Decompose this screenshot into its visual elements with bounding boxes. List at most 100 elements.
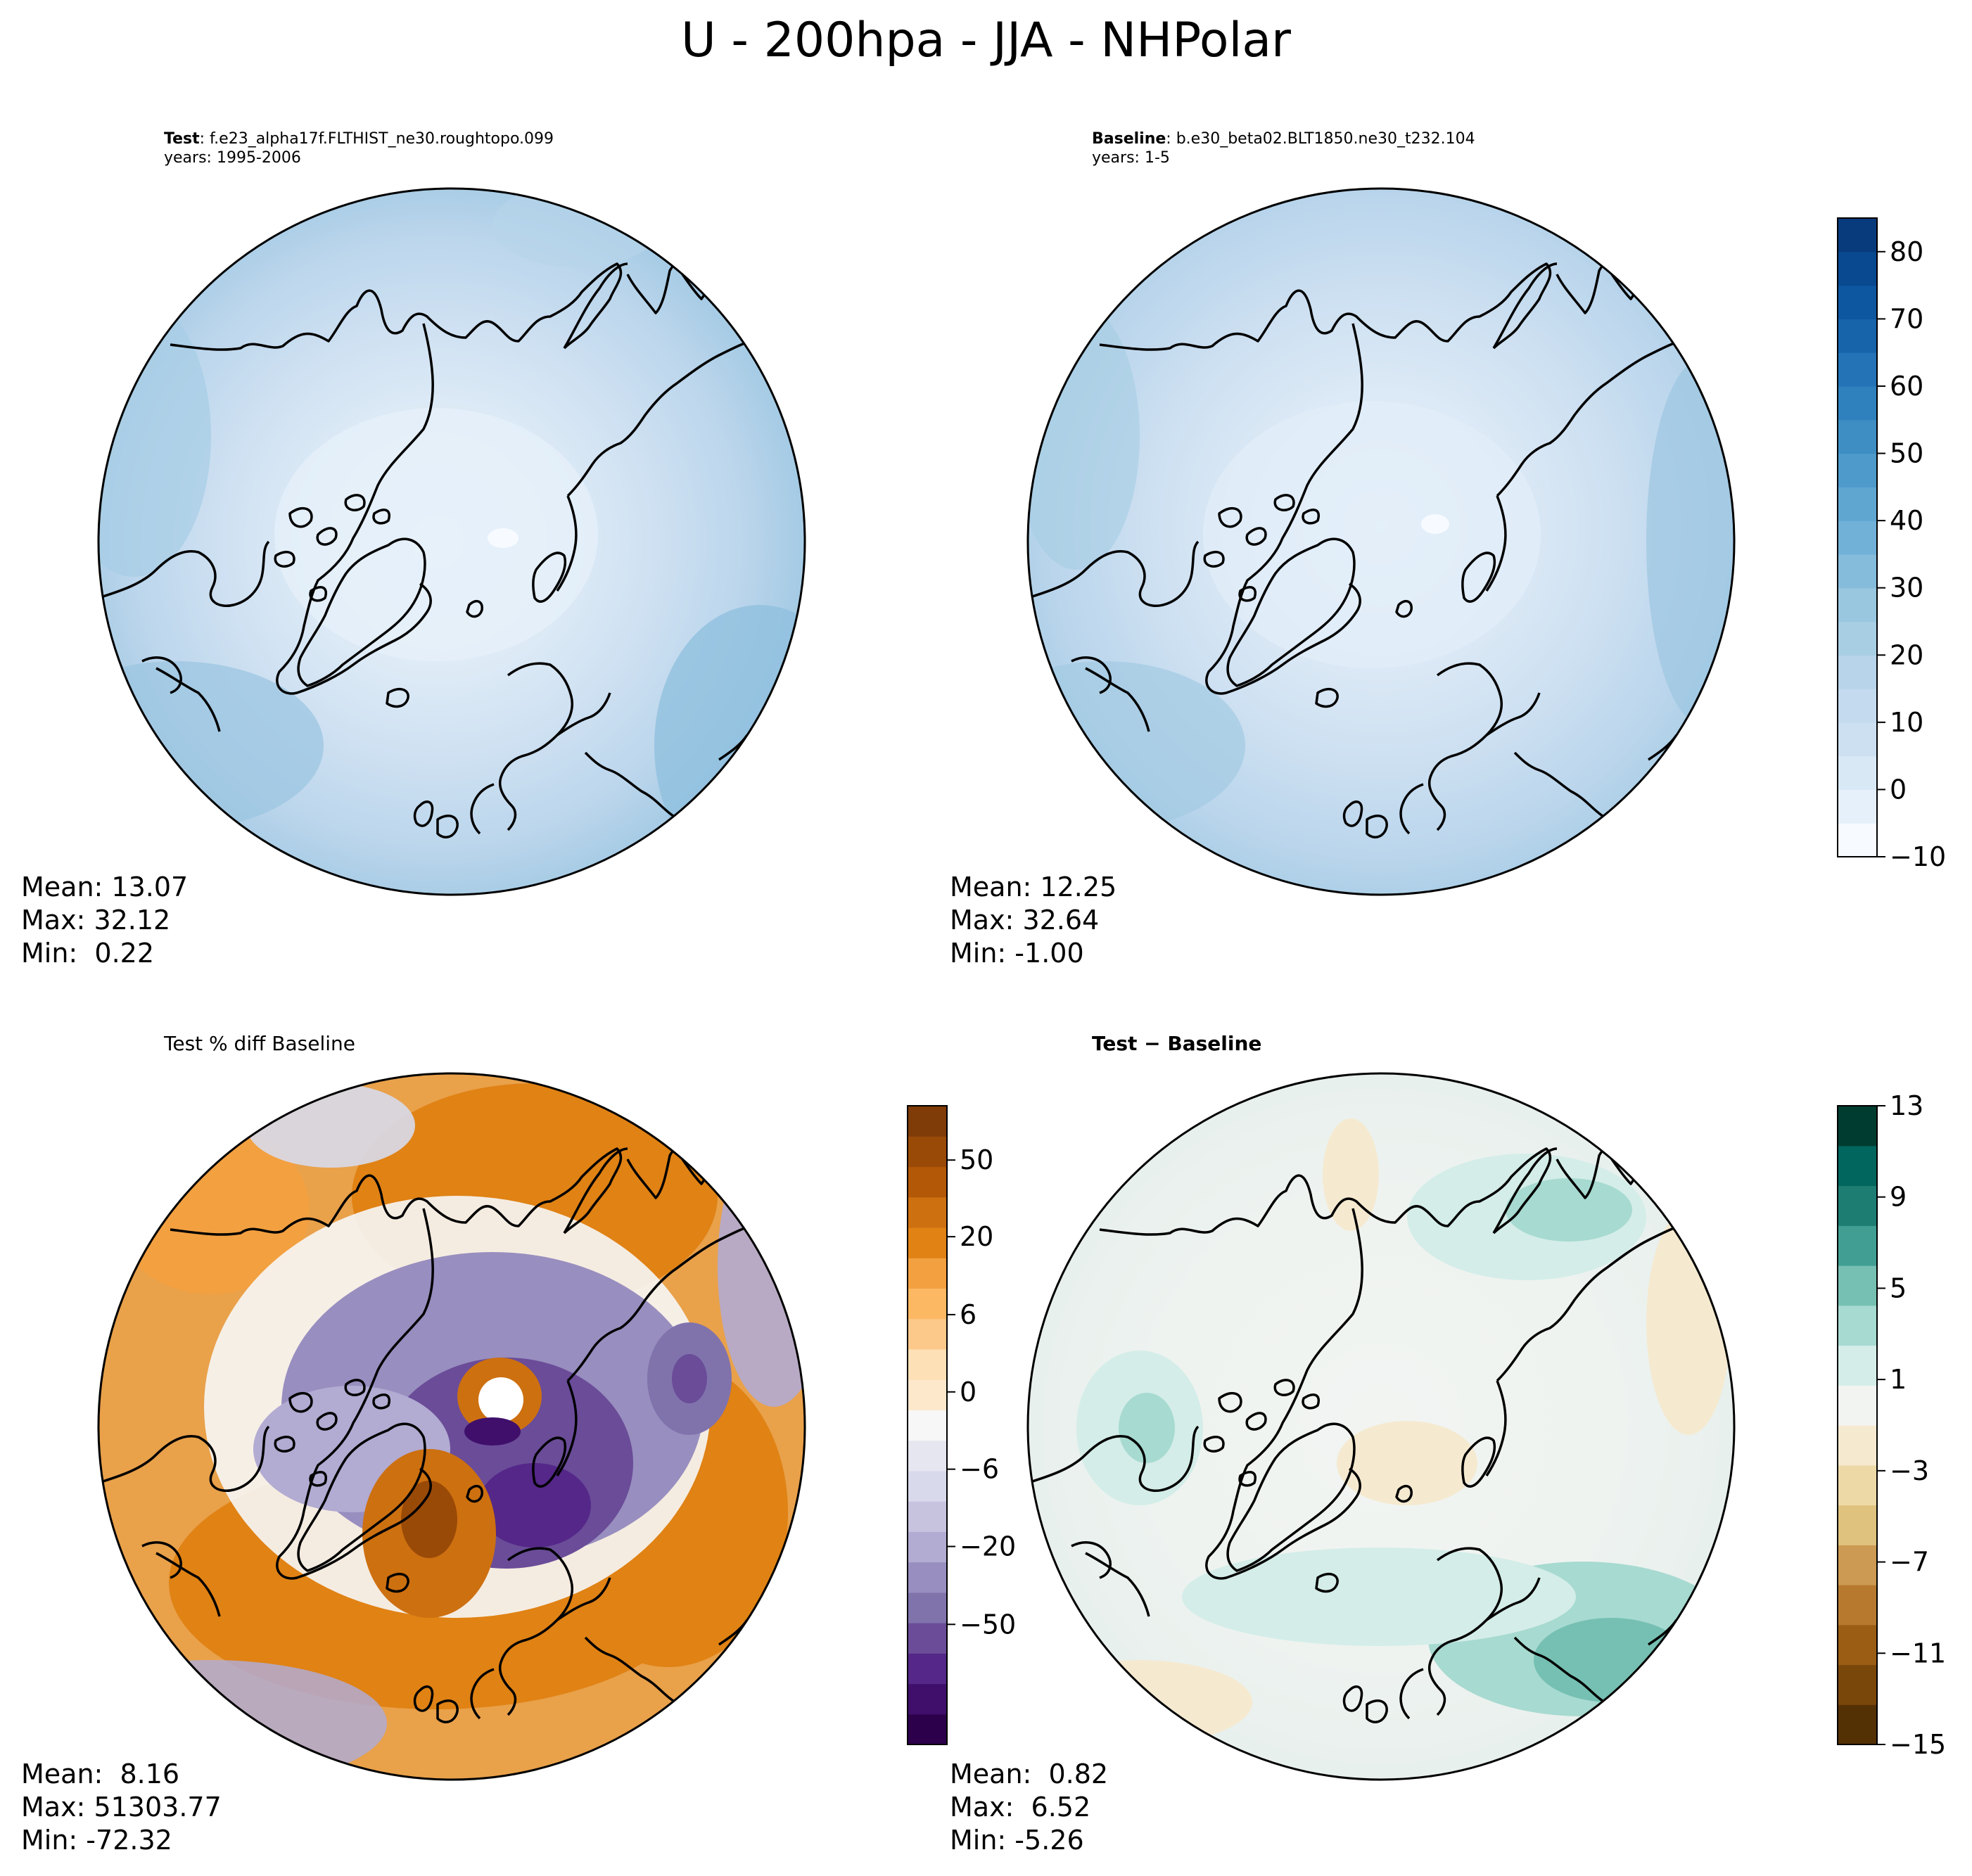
colorbar-pct-diff-swatch bbox=[908, 1562, 947, 1593]
colorbar-blues-swatch bbox=[1838, 722, 1877, 757]
baseline-min: Min: -1.00 bbox=[950, 938, 1084, 969]
colorbar-diff-swatch bbox=[1838, 1545, 1877, 1585]
colorbar-blues-swatch bbox=[1838, 487, 1877, 521]
pct-diff-title: Test % diff Baseline bbox=[164, 1032, 356, 1055]
colorbar-pct-diff-tick-label: −20 bbox=[960, 1531, 1016, 1562]
colorbar-blues-swatch bbox=[1838, 621, 1877, 656]
diff-title: Test − Baseline bbox=[1092, 1032, 1262, 1055]
diff-mean: Mean: 0.82 bbox=[950, 1759, 1109, 1789]
diff-stats: Mean: 0.82 Max: 6.52 Min: -5.26 bbox=[950, 1758, 1108, 1857]
colorbar-pct-diff-swatch bbox=[908, 1318, 947, 1350]
colorbar-diff-swatch bbox=[1838, 1225, 1877, 1266]
colorbar-diff-swatch bbox=[1838, 1265, 1877, 1306]
colorbar-blues-tick-label: 70 bbox=[1890, 303, 1923, 334]
colorbar-blues-swatch bbox=[1838, 655, 1877, 689]
colorbar-blues-swatch bbox=[1838, 755, 1877, 791]
colorbar-pct-diff-swatch bbox=[908, 1166, 947, 1198]
colorbar-pct-diff-tick-label: 6 bbox=[960, 1299, 977, 1330]
pct-diff-min: Min: -72.32 bbox=[21, 1825, 172, 1856]
test-max: Max: 32.12 bbox=[21, 905, 171, 936]
figure-title: U - 200hpa - JJA - NHPolar bbox=[681, 13, 1291, 68]
colorbar-diff-swatch bbox=[1838, 1145, 1877, 1187]
colorbar-pct-diff-swatch bbox=[908, 1258, 947, 1289]
colorbar-diff-tick-label: −11 bbox=[1890, 1638, 1946, 1668]
colorbar-blues-swatch bbox=[1838, 352, 1877, 387]
colorbar-blues-tick-label: 60 bbox=[1890, 371, 1923, 402]
colorbar-blues-swatch bbox=[1838, 521, 1877, 555]
pct-diff-map bbox=[97, 1072, 806, 1781]
colorbar-pct-diff-swatch bbox=[908, 1592, 947, 1623]
colorbar-pct-diff-swatch bbox=[908, 1227, 947, 1258]
colorbar-pct-diff: 50 20 6 0 −6 −20 −50 bbox=[907, 1105, 1016, 1745]
colorbar-blues-swatch bbox=[1838, 385, 1877, 421]
colorbar-blues-swatch bbox=[1838, 823, 1877, 857]
colorbar-blues-swatch bbox=[1838, 251, 1877, 286]
colorbar-diff-swatch bbox=[1838, 1465, 1877, 1506]
colorbar-blues-swatch bbox=[1838, 453, 1877, 487]
colorbar-pct-diff-swatch bbox=[908, 1440, 947, 1472]
colorbar-pct-diff-tick-label: 50 bbox=[960, 1144, 993, 1175]
colorbar-diff-swatch bbox=[1838, 1704, 1877, 1745]
colorbar-blues-tick-label: 10 bbox=[1890, 707, 1923, 738]
colorbar-blues-swatch bbox=[1838, 554, 1877, 589]
colorbar-blues-tick-label: 20 bbox=[1890, 639, 1923, 670]
colorbar-diff-tick-label: 13 bbox=[1890, 1090, 1923, 1121]
baseline-case-name: : b.e30_beta02.BLT1850.ne30_t232.104 bbox=[1166, 130, 1475, 148]
colorbar-pct-diff-swatch bbox=[908, 1379, 947, 1410]
test-map bbox=[97, 187, 806, 896]
colorbar-blues: 80 70 60 50 40 30 20 10 0 −10 bbox=[1837, 217, 1946, 872]
colorbar-pct-diff-swatch bbox=[908, 1136, 947, 1168]
colorbar-pct-diff-tick-label: 20 bbox=[960, 1221, 993, 1252]
colorbar-diff-swatch bbox=[1838, 1305, 1877, 1346]
test-panel-title: Test: f.e23_alpha17f.FLTHIST_ne30.rought… bbox=[164, 129, 554, 167]
colorbar-pct-diff-tick-label: 0 bbox=[960, 1377, 977, 1408]
pct-diff-max: Max: 51303.77 bbox=[21, 1792, 222, 1823]
baseline-years: years: 1-5 bbox=[1092, 149, 1170, 167]
pct-diff-stats: Mean: 8.16 Max: 51303.77 Min: -72.32 bbox=[21, 1758, 222, 1857]
test-mean: Mean: 13.07 bbox=[21, 872, 189, 902]
colorbar-diff-tick-label: 5 bbox=[1890, 1272, 1907, 1303]
colorbar-blues-tick-label: 40 bbox=[1890, 505, 1923, 536]
colorbar-diff-swatch bbox=[1838, 1385, 1877, 1426]
colorbar-blues-tick-label: 80 bbox=[1890, 236, 1923, 267]
test-label: Test bbox=[164, 130, 200, 148]
colorbar-pct-diff-swatch bbox=[908, 1501, 947, 1532]
pct-diff-mean: Mean: 8.16 bbox=[21, 1759, 180, 1789]
test-years: years: 1995-2006 bbox=[164, 149, 301, 167]
colorbar-pct-diff-frame bbox=[907, 1105, 948, 1745]
colorbar-pct-diff-swatch bbox=[908, 1531, 947, 1563]
colorbar-diff-swatch bbox=[1838, 1425, 1877, 1466]
baseline-stats: Mean: 12.25 Max: 32.64 Min: -1.00 bbox=[950, 871, 1117, 970]
colorbar-diff-swatch bbox=[1838, 1505, 1877, 1545]
diff-max: Max: 6.52 bbox=[950, 1792, 1091, 1823]
baseline-panel-title: Baseline: b.e30_beta02.BLT1850.ne30_t232… bbox=[1092, 129, 1475, 167]
colorbar-diff-tick-label: −15 bbox=[1890, 1729, 1946, 1760]
diff-map bbox=[1026, 1072, 1736, 1781]
colorbar-diff-swatch bbox=[1838, 1345, 1877, 1386]
colorbar-pct-diff-swatch bbox=[908, 1410, 947, 1441]
baseline-label: Baseline bbox=[1092, 130, 1166, 148]
colorbar-pct-diff-swatch bbox=[908, 1470, 947, 1502]
colorbar-blues-swatch bbox=[1838, 587, 1877, 623]
colorbar-blues-tick-label: 50 bbox=[1890, 438, 1923, 469]
test-stats: Mean: 13.07 Max: 32.12 Min: 0.22 bbox=[21, 871, 188, 970]
colorbar-diff-tick-label: 1 bbox=[1890, 1364, 1907, 1395]
colorbar-pct-diff-swatch bbox=[908, 1714, 947, 1745]
colorbar-pct-diff-swatch bbox=[908, 1653, 947, 1685]
colorbar-pct-diff-tick-label: −6 bbox=[960, 1454, 999, 1485]
colorbar-pct-diff-swatch bbox=[908, 1197, 947, 1228]
test-min: Min: 0.22 bbox=[21, 938, 154, 969]
colorbar-diff-swatch bbox=[1838, 1106, 1877, 1147]
colorbar-blues-swatch bbox=[1838, 789, 1877, 824]
colorbar-diff-swatch bbox=[1838, 1585, 1877, 1626]
colorbar-pct-diff-swatch bbox=[908, 1683, 947, 1715]
colorbar-pct-diff-swatch bbox=[908, 1348, 947, 1380]
baseline-mean: Mean: 12.25 bbox=[950, 872, 1117, 902]
colorbar-diff: 13 9 5 1 −3 −7 −11 −15 bbox=[1837, 1090, 1946, 1760]
colorbar-diff-frame bbox=[1837, 1105, 1878, 1745]
diff-min: Min: -5.26 bbox=[950, 1825, 1084, 1856]
colorbar-blues-tick-label: 0 bbox=[1890, 774, 1907, 805]
colorbar-blues-swatch bbox=[1838, 419, 1877, 454]
colorbar-diff-swatch bbox=[1838, 1624, 1877, 1666]
